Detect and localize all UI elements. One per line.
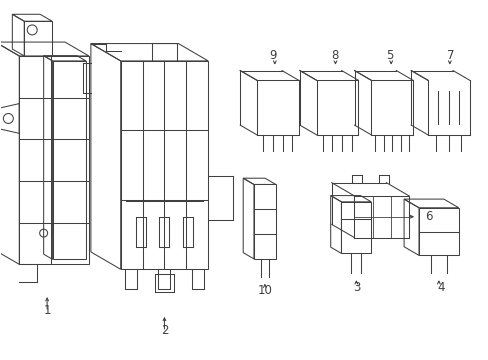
Text: 3: 3 — [352, 281, 359, 294]
Text: 6: 6 — [425, 210, 432, 223]
Text: 9: 9 — [268, 49, 276, 62]
Text: 8: 8 — [330, 49, 338, 62]
Text: 2: 2 — [161, 324, 168, 337]
Text: 7: 7 — [446, 49, 454, 62]
Text: 5: 5 — [386, 49, 393, 62]
Text: 4: 4 — [436, 281, 444, 294]
Text: 1: 1 — [43, 305, 51, 318]
Text: 10: 10 — [257, 284, 272, 297]
